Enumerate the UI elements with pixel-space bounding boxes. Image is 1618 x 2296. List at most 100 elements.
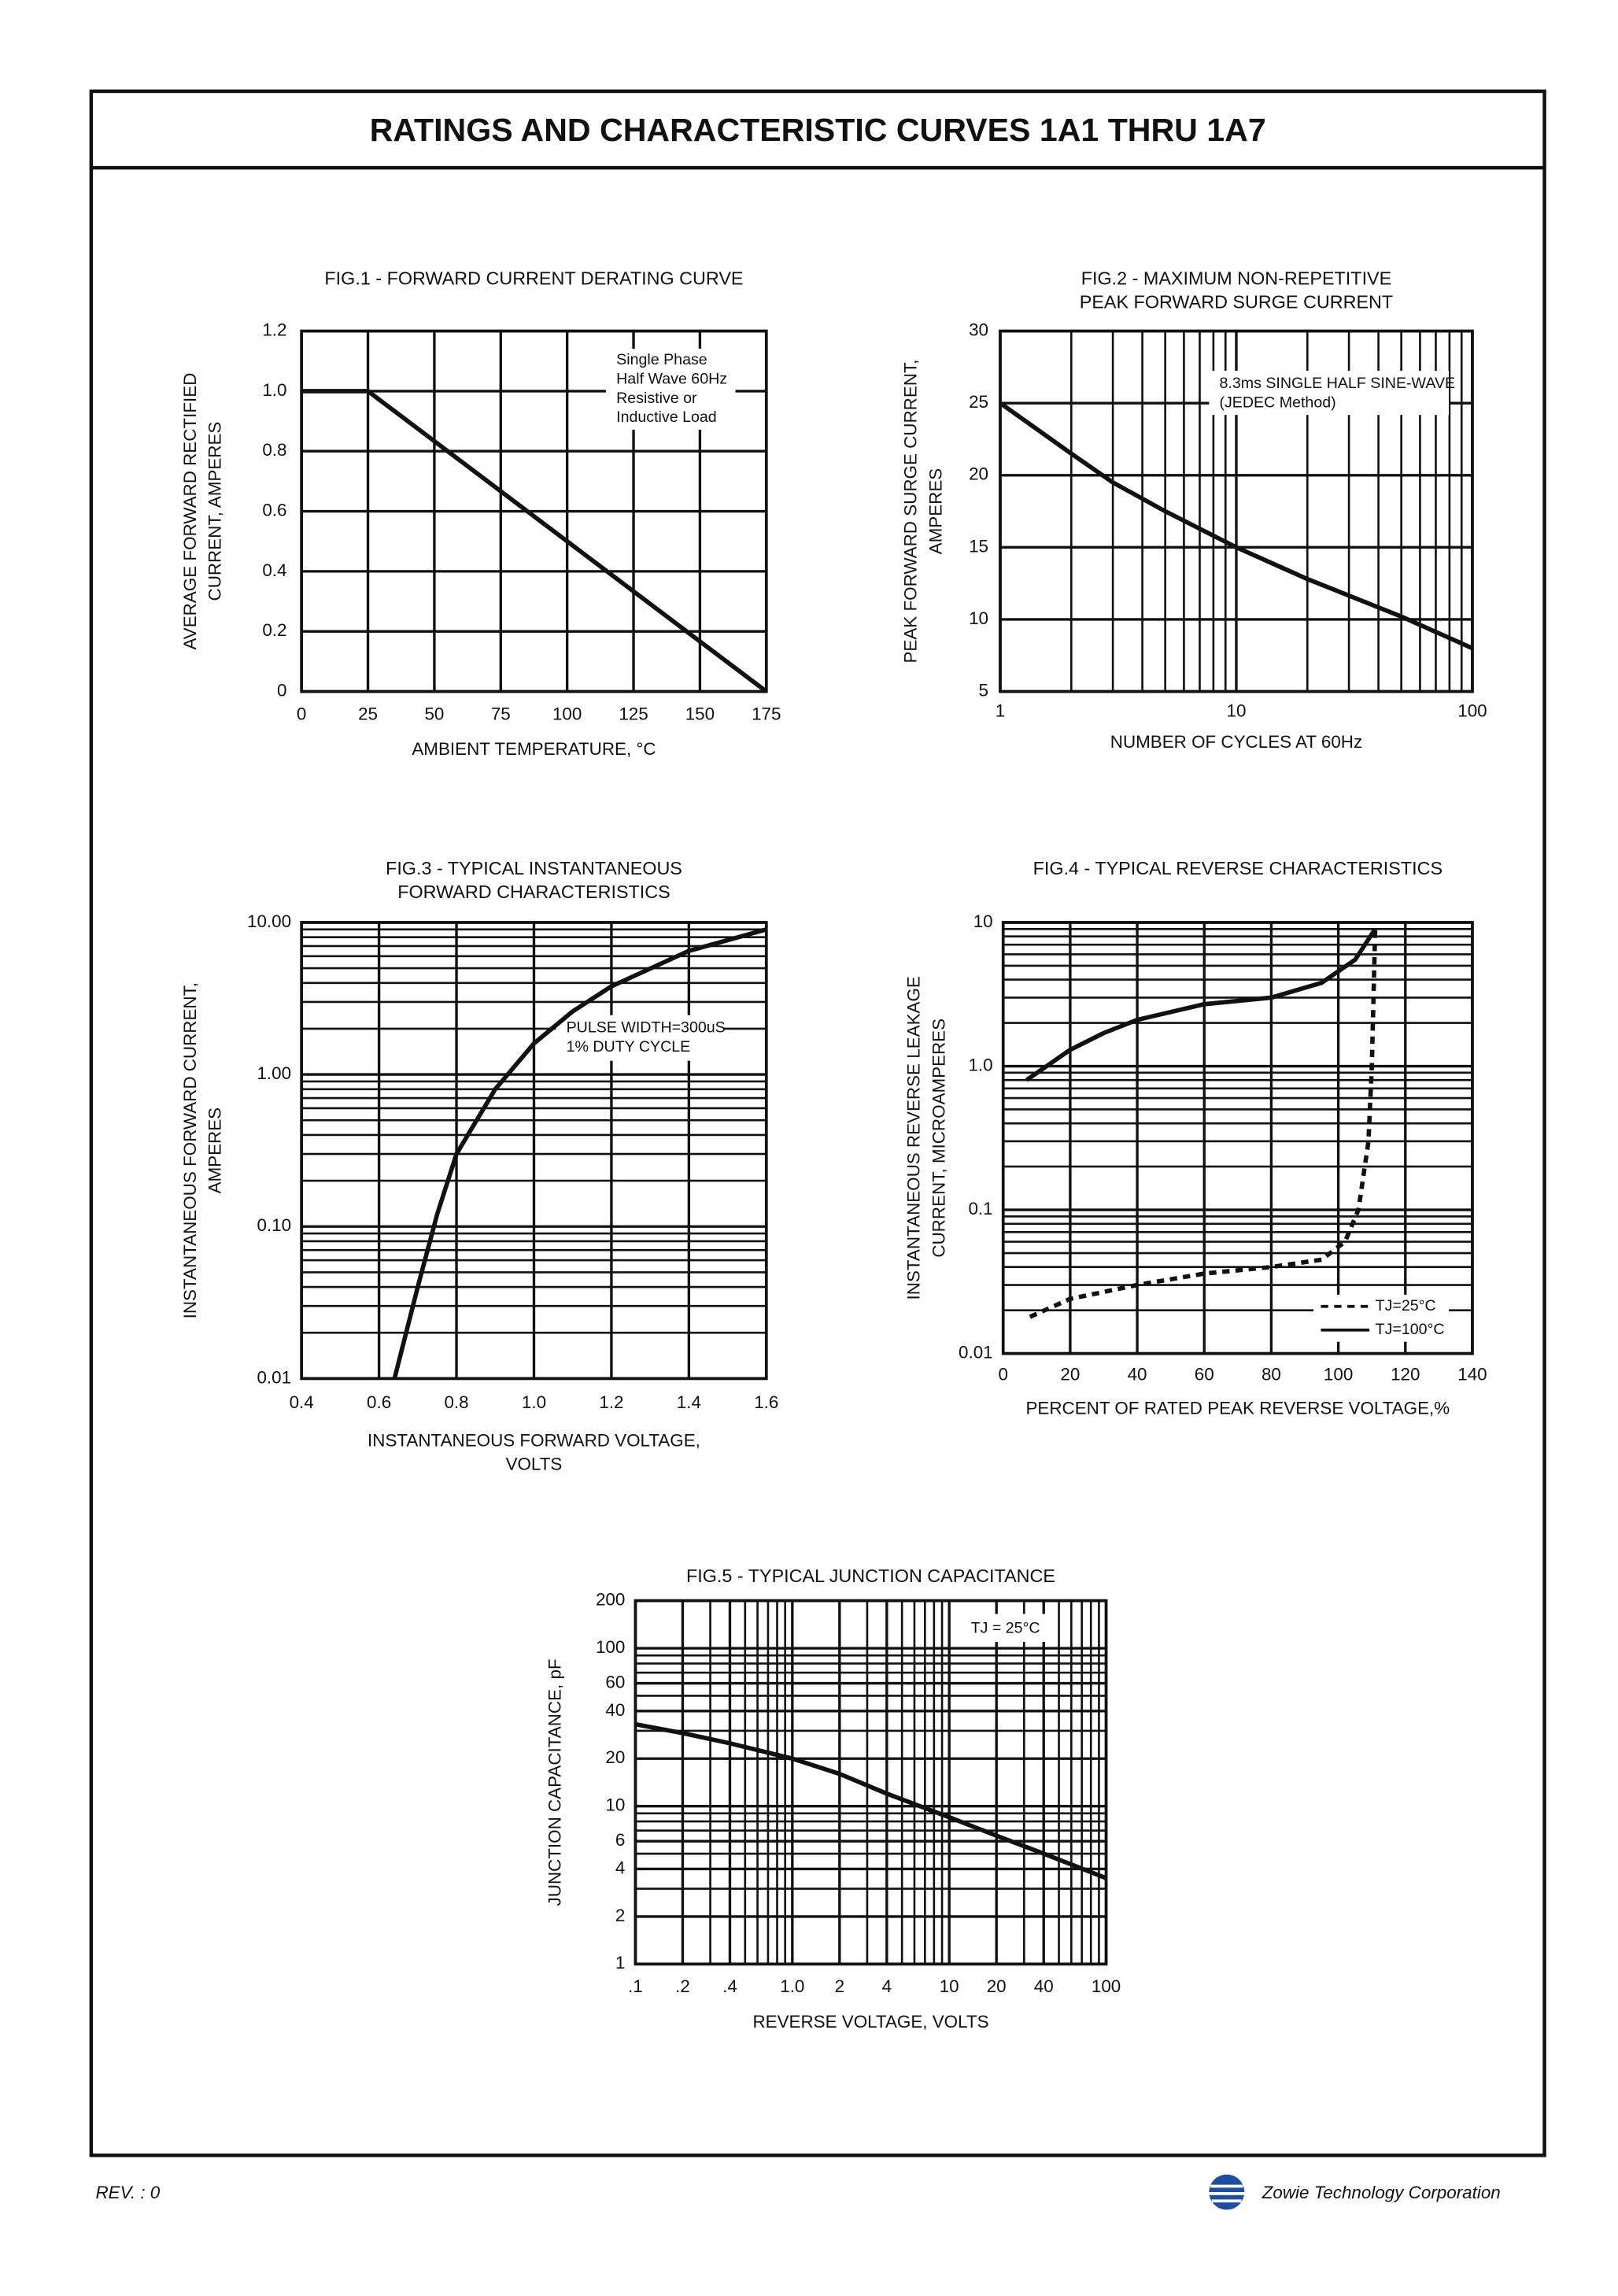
y-tick-label: 1.00 [257, 1063, 291, 1083]
y-tick-label: 0.8 [262, 440, 286, 460]
legend-label: TJ=100°C [1376, 1321, 1445, 1338]
x-tick-label: 50 [424, 704, 444, 723]
annotation-background [606, 349, 736, 430]
annotation: 8.3ms SINGLE HALF SINE-WAVE [1219, 375, 1455, 392]
x-tick-label: 40 [1128, 1365, 1147, 1385]
company-name: Zowie Technology Corporation [1262, 2183, 1501, 2202]
annotation: Inductive Load [616, 409, 717, 426]
x-tick-label: .4 [722, 1976, 737, 1996]
y-tick-label: 0.10 [257, 1215, 291, 1235]
y-tick-label: 0.6 [262, 500, 286, 519]
x-tick-label: 0 [998, 1365, 1007, 1385]
y-tick-label: 5 [979, 680, 988, 700]
x-tick-label: 0.6 [367, 1392, 391, 1412]
annotation: Single Phase [616, 351, 707, 368]
x-tick-label: 175 [752, 704, 781, 723]
y-tick-label: 10.00 [247, 911, 291, 931]
y-axis-label: INSTANTANEOUS REVERSE LEAKAGE [903, 976, 923, 1300]
y-axis-label: AVERAGE FORWARD RECTIFIED [180, 373, 200, 650]
annotation: TJ = 25°C [971, 1619, 1040, 1636]
y-tick-label: 20 [969, 464, 988, 484]
y-tick-label: 25 [969, 392, 988, 412]
plot-frame [1001, 921, 1474, 1355]
x-tick-label: 40 [1034, 1976, 1054, 1996]
x-tick-label: 10 [940, 1976, 959, 1996]
chart-title: FORWARD CHARACTERISTICS [397, 882, 670, 902]
x-tick-label: 20 [1060, 1365, 1080, 1385]
legend-background [1313, 1294, 1450, 1342]
y-tick-label: 40 [605, 1700, 625, 1720]
x-axis-label: INSTANTANEOUS FORWARD VOLTAGE, [368, 1431, 700, 1451]
y-tick-label: 1.0 [262, 380, 286, 400]
x-tick-label: 120 [1391, 1365, 1420, 1385]
y-tick-label: 100 [596, 1637, 625, 1657]
chart-title: FIG.3 - TYPICAL INSTANTANEOUS [386, 858, 682, 878]
y-axis-label: PEAK FORWARD SURGE CURRENT, [901, 360, 921, 664]
annotation: 1% DUTY CYCLE [567, 1038, 691, 1056]
x-tick-label: 150 [685, 704, 715, 723]
chart-title: PEAK FORWARD SURGE CURRENT [1080, 291, 1393, 312]
y-tick-label: 20 [605, 1747, 625, 1767]
y-tick-label: 15 [969, 536, 988, 556]
y-tick-label: 10 [973, 911, 993, 931]
y-tick-label: 0.01 [959, 1343, 993, 1362]
annotation: Resistive or [616, 390, 697, 407]
y-tick-label: 6 [615, 1830, 625, 1850]
x-tick-label: 1.2 [599, 1392, 623, 1412]
x-tick-label: 60 [1195, 1365, 1214, 1385]
x-tick-label: .1 [628, 1976, 643, 1996]
annotation-background [1209, 371, 1450, 416]
logo-circle [1209, 2174, 1245, 2210]
x-tick-label: 100 [1457, 701, 1487, 721]
x-tick-label: 20 [987, 1976, 1007, 1996]
y-tick-label: 0.2 [262, 620, 286, 640]
annotation-background [963, 1614, 1047, 1642]
x-tick-label: 100 [1092, 1976, 1121, 1996]
legend-label: TJ=25°C [1376, 1297, 1436, 1314]
x-tick-label: 10 [1227, 701, 1247, 721]
data-line [301, 389, 768, 693]
plot-frame [300, 329, 768, 693]
x-tick-label: 100 [552, 704, 582, 723]
y-axis-label: JUNCTION CAPACITANCE, pF [545, 1658, 564, 1906]
chart-title: FIG.1 - FORWARD CURRENT DERATING CURVE [324, 268, 743, 288]
data-line [1025, 927, 1377, 1082]
y-tick-label: 0 [277, 680, 286, 700]
x-axis-label: VOLTS [506, 1455, 563, 1474]
x-axis-label: PERCENT OF RATED PEAK REVERSE VOLTAGE,% [1025, 1399, 1450, 1418]
y-tick-label: 10 [605, 1795, 625, 1815]
annotation: Half Wave 60Hz [616, 370, 727, 387]
page-title: RATINGS AND CHARACTERISTIC CURVES 1A1 TH… [370, 112, 1266, 148]
x-tick-label: 0 [297, 704, 306, 723]
x-tick-label: 1.4 [677, 1392, 701, 1412]
annotation-background [556, 1015, 724, 1061]
y-tick-label: 30 [969, 320, 988, 340]
x-tick-label: 125 [619, 704, 648, 723]
x-tick-label: 1.0 [522, 1392, 546, 1412]
y-tick-label: 2 [615, 1906, 625, 1925]
data-line [1029, 929, 1378, 1319]
y-tick-label: 1 [615, 1953, 625, 1972]
plot-frame [999, 329, 1474, 693]
x-tick-label: 25 [358, 704, 378, 723]
annotation: PULSE WIDTH=300uS [567, 1019, 726, 1037]
x-tick-label: 1 [996, 701, 1005, 721]
x-axis-label: NUMBER OF CYCLES AT 60Hz [1110, 732, 1362, 752]
company-logo [1209, 2174, 1245, 2210]
y-tick-label: 0.01 [257, 1367, 291, 1387]
data-line [999, 401, 1474, 651]
plot-frame [634, 1599, 1108, 1966]
y-tick-label: 200 [596, 1590, 625, 1610]
plot-frame [300, 921, 768, 1381]
logo-stripes [1209, 2184, 1245, 2203]
x-tick-label: 75 [491, 704, 511, 723]
x-tick-label: 0.4 [290, 1392, 314, 1412]
data-line [392, 927, 767, 1380]
x-axis-label: REVERSE VOLTAGE, VOLTS [752, 2012, 988, 2032]
y-tick-label: 0.1 [968, 1199, 992, 1218]
y-axis-label: AMPERES [926, 468, 946, 555]
x-tick-label: .2 [675, 1976, 690, 1996]
chart-title: FIG.4 - TYPICAL REVERSE CHARACTERISTICS [1033, 858, 1443, 878]
y-tick-label: 10 [969, 608, 988, 628]
